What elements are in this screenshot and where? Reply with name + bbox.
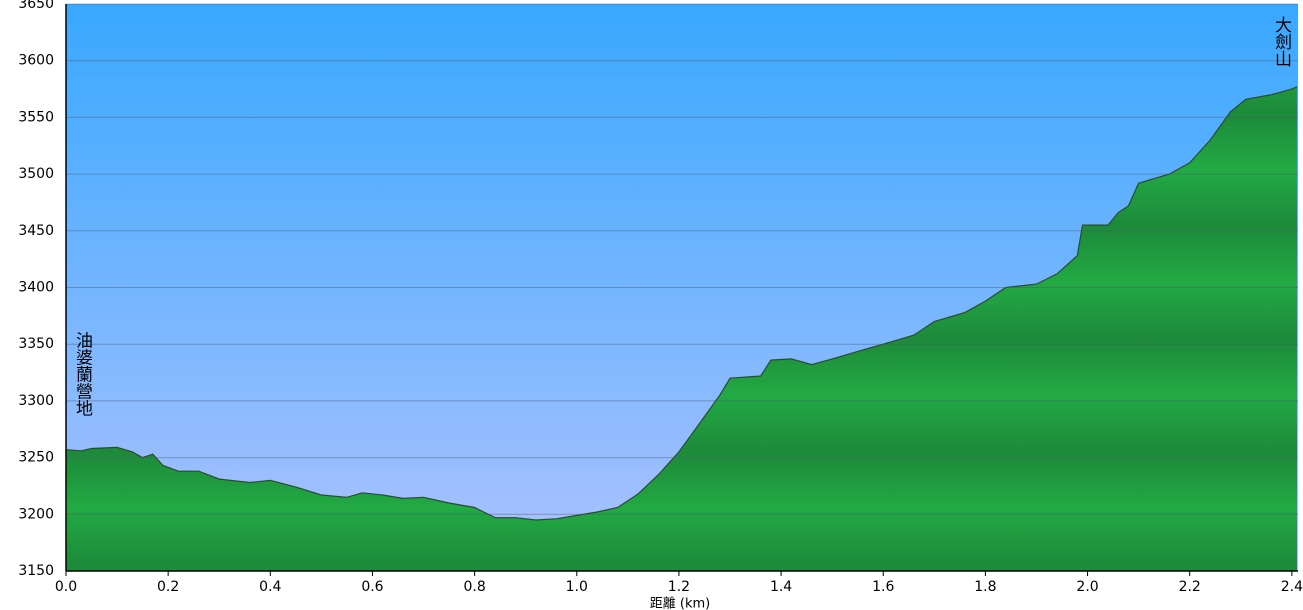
x-tick-label: 1.2 [668, 579, 690, 595]
x-tick-label: 2.4 [1281, 579, 1303, 595]
y-tick-label: 3200 [18, 506, 54, 522]
x-tick-label: 0.2 [157, 579, 179, 595]
y-tick-label: 3400 [18, 280, 54, 296]
y-tick-label: 3450 [18, 223, 54, 239]
y-tick-label: 3300 [18, 393, 54, 409]
x-tick-label: 1.8 [974, 579, 996, 595]
x-tick-label: 0.0 [55, 579, 77, 595]
y-tick-label: 3550 [18, 109, 54, 125]
x-tick-label: 2.2 [1179, 579, 1201, 595]
annotation: 油婆蘭營地 [72, 332, 93, 417]
annotation: 大劍山 [1271, 16, 1292, 67]
y-tick-label: 3500 [18, 166, 54, 182]
x-axis-label: 距離 (km) [650, 597, 710, 610]
area-fill [66, 86, 1297, 572]
x-tick-label: 2.0 [1076, 579, 1098, 595]
x-tick-label: 1.4 [770, 579, 792, 595]
x-tick-label: 1.0 [566, 579, 588, 595]
y-tick-label: 3350 [18, 336, 54, 352]
x-tick-label: 0.6 [361, 579, 383, 595]
x-tick-label: 1.6 [872, 579, 894, 595]
elevation-line [65, 86, 1298, 521]
y-tick-label: 3650 [18, 0, 54, 12]
x-tick-label: 0.8 [463, 579, 485, 595]
y-tick-label: 3250 [18, 450, 54, 466]
y-tick-label: 3600 [18, 53, 54, 69]
y-tick-label: 3150 [18, 563, 54, 579]
x-tick-label: 0.4 [259, 579, 281, 595]
